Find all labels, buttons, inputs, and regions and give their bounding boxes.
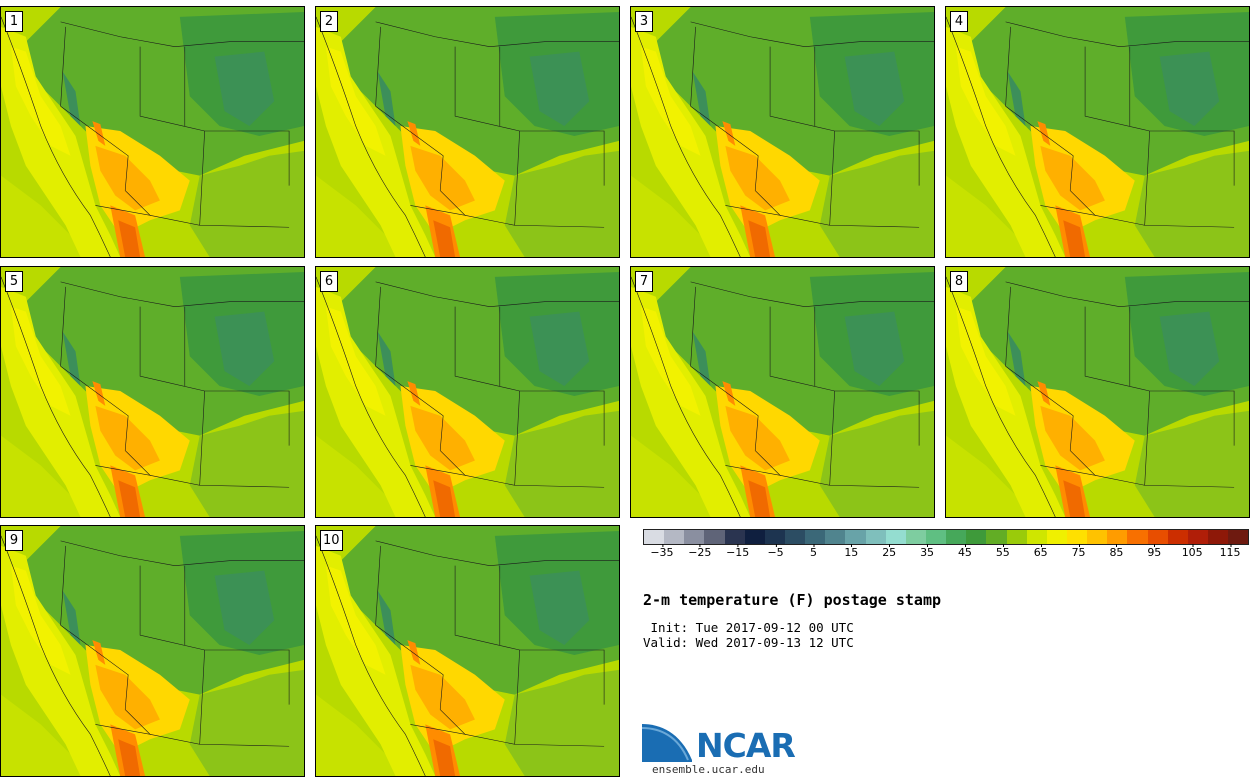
temperature-colorbar: [643, 529, 1249, 545]
stamp-map-member-2: 2: [315, 6, 620, 258]
colorbar-tick-label: 45: [957, 544, 972, 559]
ncar-logo-text: NCAR: [696, 726, 796, 765]
stamp-map-member-3: 3: [630, 6, 935, 258]
stamp-number-label: 8: [950, 271, 968, 292]
colorbar-tick-label: −15: [726, 544, 750, 559]
colorbar-swatch: [805, 530, 826, 544]
colorbar-swatch: [704, 530, 725, 544]
colorbar-swatch: [1006, 530, 1027, 544]
colorbar-swatch: [1228, 530, 1249, 544]
stamp-number-label: 6: [320, 271, 338, 292]
colorbar-swatch: [1046, 530, 1067, 544]
colorbar-swatch: [865, 530, 886, 544]
colorbar-swatch: [1026, 530, 1047, 544]
colorbar-swatch: [1087, 530, 1108, 544]
colorbar-swatch: [1127, 530, 1148, 544]
colorbar-tick-label: 65: [1033, 544, 1048, 559]
colorbar-swatch: [966, 530, 987, 544]
colorbar-swatch: [905, 530, 926, 544]
colorbar-swatch: [1207, 530, 1229, 544]
colorbar-swatch: [925, 530, 947, 544]
run-info: Init: Tue 2017-09-12 00 UTC Valid: Wed 2…: [643, 620, 854, 650]
stamp-map-member-1: 1: [0, 6, 305, 258]
colorbar-swatch: [946, 530, 967, 544]
colorbar-swatch: [1167, 530, 1188, 544]
stamp-map-member-9: 9: [0, 525, 305, 777]
colorbar-tick-label: −35: [650, 544, 674, 559]
colorbar-tick-label: 75: [1071, 544, 1086, 559]
colorbar-swatch: [784, 530, 806, 544]
colorbar-tick-label: 115: [1219, 544, 1241, 559]
colorbar-swatch: [1187, 530, 1208, 544]
stamp-number-label: 10: [320, 530, 343, 551]
stamp-map-member-8: 8: [945, 266, 1250, 518]
colorbar-swatch: [885, 530, 906, 544]
chart-title: 2-m temperature (F) postage stamp: [643, 591, 942, 609]
stamp-map-member-4: 4: [945, 6, 1250, 258]
colorbar-tick-label: −5: [767, 544, 784, 559]
colorbar-swatch: [684, 530, 705, 544]
colorbar-tick-label: 15: [844, 544, 859, 559]
colorbar-swatch: [1147, 530, 1168, 544]
colorbar-tick-labels: −35 −25 −15 −5 5 15 25 35 45 55 65 75 85 95 105 115: [643, 544, 1249, 570]
colorbar-tick-label: 55: [995, 544, 1010, 559]
colorbar-tick-label: 85: [1109, 544, 1124, 559]
colorbar-swatch: [1107, 530, 1128, 544]
stamp-map-member-5: 5: [0, 266, 305, 518]
colorbar-tick-label: −25: [688, 544, 712, 559]
ncar-url: ensemble.ucar.edu: [652, 763, 765, 776]
valid-time: Valid: Wed 2017-09-13 12 UTC: [643, 635, 854, 650]
stamp-number-label: 4: [950, 11, 968, 32]
stamp-number-label: 1: [5, 11, 23, 32]
colorbar-swatch: [664, 530, 685, 544]
init-time: Init: Tue 2017-09-12 00 UTC: [643, 620, 854, 635]
stamp-number-label: 9: [5, 530, 23, 551]
colorbar-tick-label: 5: [809, 544, 817, 559]
stamp-map-member-6: 6: [315, 266, 620, 518]
colorbar-swatch: [1066, 530, 1088, 544]
stamp-number-label: 3: [635, 11, 653, 32]
colorbar-swatch: [744, 530, 765, 544]
stamp-number-label: 5: [5, 271, 23, 292]
stamp-map-member-10: 10: [315, 525, 620, 777]
colorbar-tick-label: 105: [1181, 544, 1203, 559]
colorbar-tick-label: 25: [882, 544, 897, 559]
ncar-logo-icon: [642, 720, 696, 762]
stamp-number-label: 2: [320, 11, 338, 32]
colorbar-swatch: [825, 530, 846, 544]
colorbar-swatch: [764, 530, 785, 544]
colorbar-swatch: [986, 530, 1007, 544]
stamp-map-member-7: 7: [630, 266, 935, 518]
stamp-number-label: 7: [635, 271, 653, 292]
colorbar-tick-label: 35: [920, 544, 935, 559]
colorbar-swatch: [724, 530, 745, 544]
colorbar-tick-label: 95: [1147, 544, 1162, 559]
colorbar-swatch: [845, 530, 866, 544]
colorbar-swatch: [644, 530, 665, 544]
